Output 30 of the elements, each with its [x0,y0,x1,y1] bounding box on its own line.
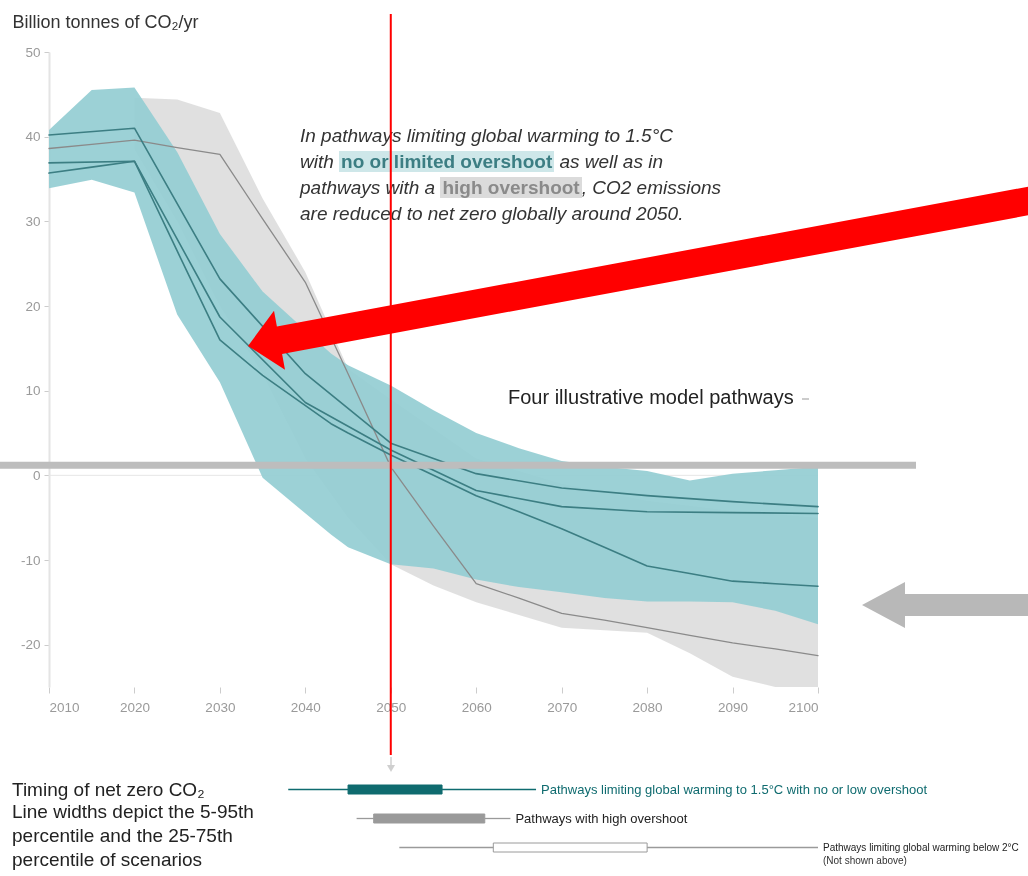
chart-title: Timing of net zero CO₂ [12,779,205,800]
text: Line widths depict the 5-95th percentile and the 25-75th percentile of scenarios [12,801,254,870]
x-tick-label: 2090 [718,699,749,715]
x-tick-label: 2030 [205,699,236,715]
annotation: as well as in [559,151,663,172]
text: high overshoot [440,177,582,198]
text: (Not shown above) [823,854,907,866]
y-axis-title: Billion tonnes of CO₂/yr [12,11,199,32]
x-tick-label: 2040 [290,699,321,715]
x-tick-label: 2010 [49,699,80,715]
y-tick-label: 0 [32,467,41,483]
x-tick-label: 2020 [119,699,150,715]
y-tick-label: 10 [25,383,41,399]
text: no or limited overshoot [339,151,555,172]
y-tick-label: -10 [20,552,41,568]
annotation: Pathways with high overshoot [515,810,688,826]
x-tick-label: 2100 [788,699,819,715]
y-tick-label: 20 [25,298,41,314]
x-tick-label: 2070 [547,699,578,715]
annotation: Four illustrative model pathways [508,386,794,408]
y-tick-label: 40 [25,129,41,145]
text: Pathways limiting global warming below 2°C [823,841,1019,853]
y-tick-label: 50 [25,44,41,60]
annotation: with [300,151,334,172]
y-tick-label: -20 [20,637,41,653]
annotation: , CO2 emissions [581,177,722,198]
y-tick-label: 30 [25,213,41,229]
x-tick-label: 2080 [632,699,663,715]
x-tick-label: 2060 [461,699,492,715]
annotation: Pathways limiting global warming to 1.5°C with no or low overshoot [541,781,928,797]
